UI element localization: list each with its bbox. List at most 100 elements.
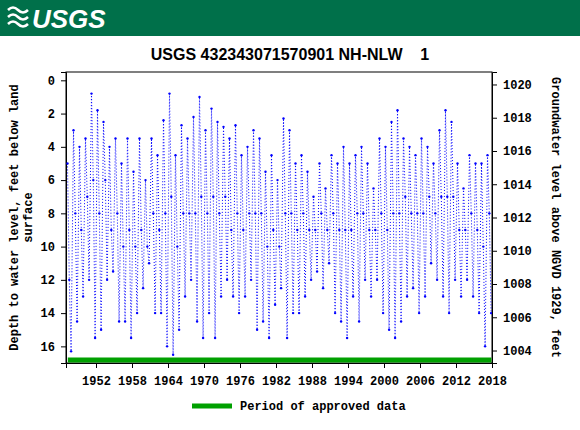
data-point [418, 312, 420, 314]
data-point [448, 312, 450, 314]
data-point [424, 295, 426, 297]
tick: 8 [48, 208, 66, 222]
data-point [378, 137, 380, 139]
data-point [416, 212, 418, 214]
data-point [454, 279, 456, 281]
data-point [120, 162, 122, 164]
data-point [446, 196, 448, 198]
tick: 1988 [298, 363, 327, 389]
data-point [190, 279, 192, 281]
data-point [130, 337, 132, 339]
tick-mark [492, 84, 497, 85]
data-point [352, 295, 354, 297]
tick-label: 2006 [406, 375, 435, 389]
data-point [432, 162, 434, 164]
data-point [228, 137, 230, 139]
data-point [318, 162, 320, 164]
tick-label: 2000 [370, 375, 399, 389]
tick: 1958 [118, 363, 147, 389]
data-point [268, 337, 270, 339]
data-point [272, 229, 274, 231]
data-point [460, 295, 462, 297]
data-point [414, 154, 416, 156]
data-point [246, 146, 248, 148]
tick: 1018 [492, 112, 532, 126]
data-point [482, 245, 484, 247]
tick: 1020 [492, 79, 532, 93]
data-point [232, 295, 234, 297]
tick-label: 8 [48, 208, 55, 222]
data-point [474, 162, 476, 164]
y2-axis: 100410061008101010121014101610181020 [492, 73, 532, 364]
data-point [388, 329, 390, 331]
data-point [452, 196, 454, 198]
data-point [302, 212, 304, 214]
data-point [430, 262, 432, 264]
data-point [182, 212, 184, 214]
logo-wave [8, 15, 28, 20]
data-point [240, 154, 242, 156]
data-point [330, 154, 332, 156]
data-point [146, 245, 148, 247]
tick: 0 [48, 75, 66, 89]
data-point [244, 295, 246, 297]
tick-label: 1014 [503, 179, 532, 193]
x-axis: 1952195819641970197619821988199420002006… [67, 363, 507, 389]
data-point [94, 337, 96, 339]
tick: 2 [48, 108, 66, 122]
data-point [398, 212, 400, 214]
tick: 12 [41, 274, 66, 288]
data-point [464, 229, 466, 231]
data-point [98, 212, 100, 214]
data-point [462, 187, 464, 189]
data-point [466, 279, 468, 281]
tick-label: 1016 [503, 145, 532, 159]
data-point [70, 350, 72, 352]
tick-label: 0 [48, 75, 55, 89]
tick-label: 2012 [442, 375, 471, 389]
data-point [108, 146, 110, 148]
data-point [184, 295, 186, 297]
axis-line [493, 73, 498, 364]
data-point [264, 171, 266, 173]
data-point [306, 171, 308, 173]
tick-mark [61, 213, 66, 214]
plot-frame [66, 72, 492, 363]
data-point [408, 146, 410, 148]
data-point [450, 121, 452, 123]
data-point [300, 154, 302, 156]
data-point [114, 137, 116, 139]
tick-mark [96, 363, 97, 368]
data-point [472, 295, 474, 297]
legend: Period of approved data [192, 400, 406, 414]
data-point [288, 129, 290, 131]
data-point [350, 229, 352, 231]
data-point [166, 345, 168, 347]
data-point [382, 312, 384, 314]
data-point [234, 124, 236, 126]
tick: 1970 [190, 363, 219, 389]
tick-label: 1010 [503, 245, 532, 259]
data-point [290, 212, 292, 214]
tick: 1012 [492, 212, 532, 226]
tick-mark [168, 363, 169, 368]
data-point [222, 126, 224, 128]
data-point [284, 212, 286, 214]
tick-label: 6 [48, 174, 55, 188]
data-point [438, 129, 440, 131]
data-point [286, 337, 288, 339]
tick: 1952 [82, 363, 111, 389]
data-point [314, 229, 316, 231]
y-label: Depth to water level, feet below landsur… [8, 84, 36, 350]
data-point [468, 154, 470, 156]
legend-swatch [192, 404, 232, 409]
tick: 1976 [226, 363, 255, 389]
data-point [270, 154, 272, 156]
data-point [204, 129, 206, 131]
data-point [428, 196, 430, 198]
data-point [444, 109, 446, 111]
data-point [386, 229, 388, 231]
data-point [370, 295, 372, 297]
data-point [360, 146, 362, 148]
data-point [86, 196, 88, 198]
